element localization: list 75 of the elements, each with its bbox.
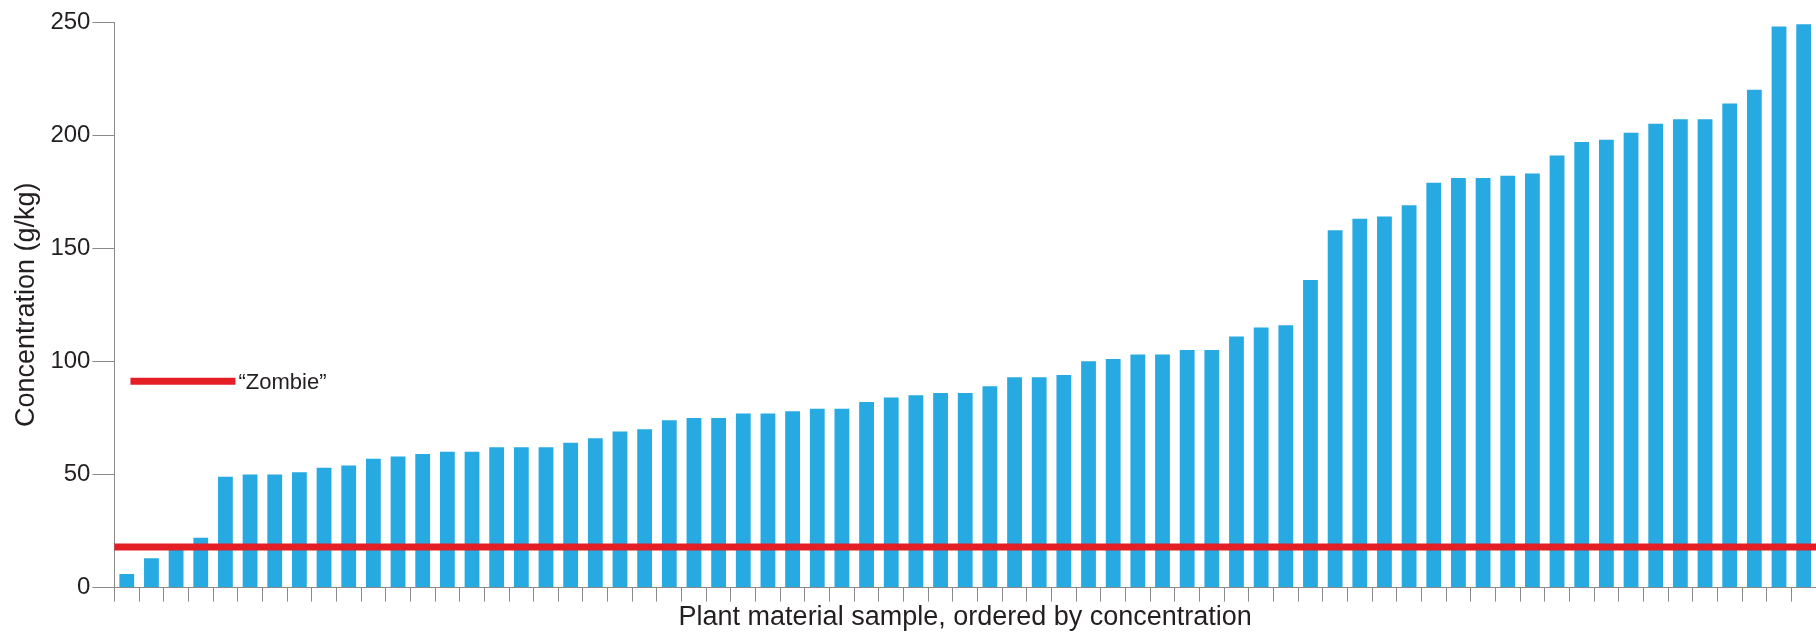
bar — [883, 397, 899, 588]
bar — [1401, 205, 1417, 588]
bar — [661, 420, 677, 588]
bar — [982, 386, 998, 588]
bar — [1056, 374, 1072, 588]
bar — [538, 447, 554, 588]
bar — [686, 417, 702, 588]
y-tick-label: 100 — [50, 345, 91, 373]
bar — [415, 454, 431, 588]
bar — [1722, 103, 1738, 588]
bar — [144, 558, 159, 588]
bar — [1031, 377, 1047, 588]
bar — [859, 402, 874, 588]
bar — [1525, 173, 1540, 588]
y-tick-label: 200 — [50, 119, 91, 147]
bar — [1179, 350, 1195, 588]
bar — [1598, 139, 1614, 588]
bar — [1623, 132, 1639, 588]
bar — [957, 393, 973, 588]
bar — [1796, 24, 1812, 588]
bar — [1204, 350, 1220, 588]
bar — [341, 465, 357, 588]
bar — [1475, 178, 1491, 588]
bar — [1549, 155, 1565, 588]
bar — [1105, 359, 1121, 588]
bar — [1007, 377, 1022, 588]
y-tick-label: 250 — [50, 6, 91, 34]
y-tick-label: 150 — [50, 232, 91, 260]
bar — [365, 458, 381, 588]
y-axis-title: Concentration (g/kg) — [9, 182, 40, 428]
bar — [1746, 89, 1762, 588]
bar — [1327, 230, 1343, 588]
bar — [834, 408, 850, 588]
bar — [1648, 123, 1664, 588]
bar — [587, 438, 603, 588]
bar — [390, 456, 406, 588]
bar — [1229, 336, 1244, 588]
bar — [563, 442, 579, 588]
bar — [1130, 354, 1146, 588]
bar — [1352, 218, 1368, 588]
bar — [1451, 178, 1466, 588]
bar — [1500, 175, 1516, 588]
bar — [785, 411, 800, 588]
bar — [1426, 182, 1442, 588]
bar — [168, 549, 184, 588]
y-tick-label: 0 — [77, 572, 91, 600]
y-tick-label: 50 — [63, 459, 91, 487]
x-axis-title: Plant material sample, ordered by concentration — [678, 601, 1252, 632]
bar — [218, 476, 233, 588]
bar — [489, 447, 505, 588]
bar — [809, 408, 825, 588]
bar — [1253, 327, 1269, 588]
bar — [735, 413, 751, 588]
bar — [513, 447, 529, 588]
bar — [933, 393, 948, 588]
bar — [1771, 26, 1787, 588]
bar — [119, 574, 135, 588]
bar — [1303, 279, 1318, 588]
bar — [711, 417, 727, 588]
bar — [1278, 325, 1294, 588]
legend-label: “Zombie” — [238, 369, 327, 395]
bar — [292, 472, 307, 588]
bar — [760, 413, 776, 588]
bar — [464, 451, 480, 588]
bar — [1081, 361, 1096, 588]
bar — [1672, 119, 1688, 588]
bar — [267, 474, 283, 588]
bar — [908, 395, 924, 588]
bar — [612, 431, 628, 588]
bar — [1377, 216, 1392, 588]
bar — [1574, 141, 1590, 588]
bar — [1697, 119, 1713, 588]
bar — [439, 451, 455, 588]
bar — [1155, 354, 1170, 588]
bar — [637, 429, 653, 588]
